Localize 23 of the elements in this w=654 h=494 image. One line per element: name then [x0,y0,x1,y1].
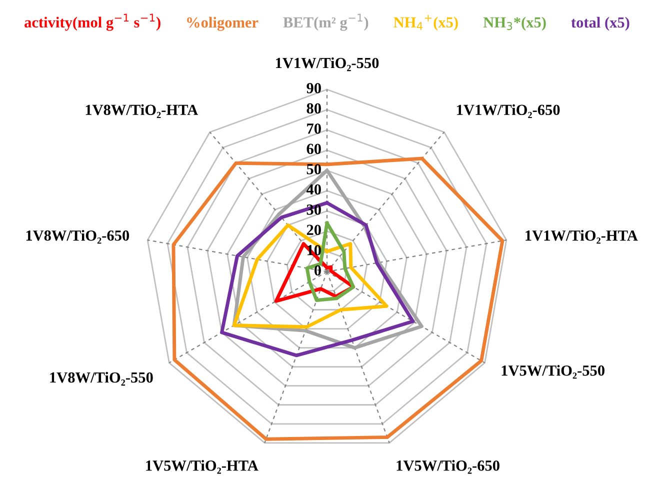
spoke-label: 1V8W/TiO₂-650 [26,230,130,244]
text: %oligomer [187,16,258,31]
spoke-label: 1V1W/TiO₂-650 [457,104,560,118]
y-tick-label: 50 [306,164,321,174]
y-tick-label: 0 [314,265,321,276]
spoke-label: 1V8W/TiO₂-550 [50,372,153,386]
spoke-label: 1V5W/TiO₂-550 [502,364,604,379]
y-tick-label: 70 [307,123,321,134]
y-tick-label: 40 [306,184,321,195]
spoke-label: 1V1W/TiO₂-HTA [526,230,638,244]
y-tick-label: 60 [306,144,321,154]
text: activity(mol g$^{−1}$ s$^{−1}$) [24,14,160,31]
text: total (x5) [571,16,630,31]
y-tick-label: 20 [306,224,321,236]
text: NH$_{3}$*(x5) [483,16,546,31]
text: NH$_{4}$$^{+}$(x5) [394,14,458,31]
y-tick-label: 80 [306,103,321,114]
spoke-label: 1V1W/TiO₂-550 [276,57,379,72]
spoke-label: 1V8W/TiO₂-HTA [86,104,198,118]
spoke-label: 1V5W/TiO₂-HTA [146,460,258,474]
spoke-label: 1V5W/TiO₂-650 [396,460,500,474]
text: BET(m² g$^{−1}$) [283,14,368,31]
y-tick-label: 90 [306,83,321,94]
